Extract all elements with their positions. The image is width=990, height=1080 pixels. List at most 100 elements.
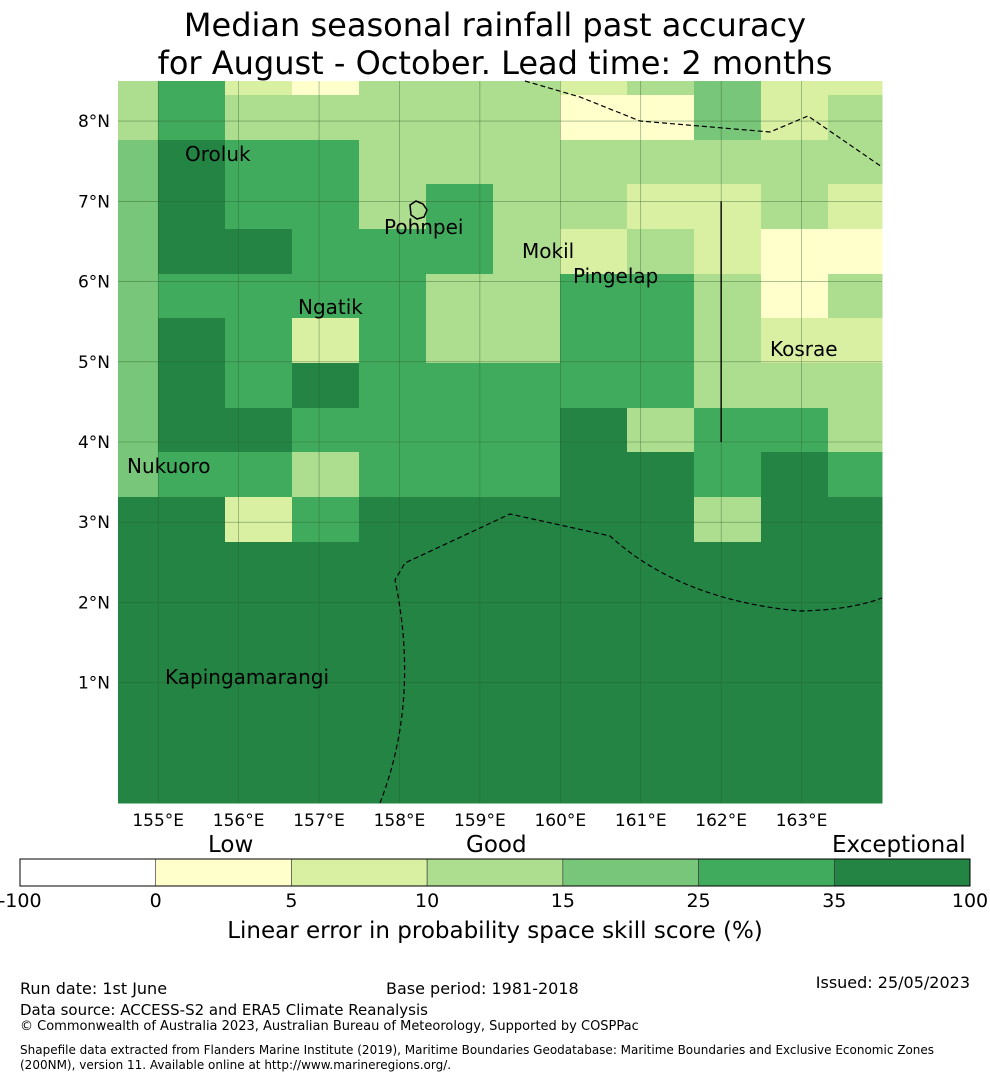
skill-cell — [694, 140, 762, 185]
copyright-notice: © Commonwealth of Australia 2023, Austra… — [20, 1019, 639, 1034]
skill-cell — [694, 95, 762, 141]
skill-cell — [225, 452, 293, 498]
skill-cell — [158, 140, 226, 185]
skill-cell — [493, 408, 561, 453]
skill-cell — [158, 408, 226, 453]
skill-cell — [225, 229, 293, 275]
skill-cell — [627, 587, 695, 633]
skill-cell — [292, 452, 360, 498]
skill-cell — [292, 81, 360, 96]
skill-cell — [694, 81, 762, 96]
skill-cell — [761, 184, 829, 230]
skill-cell — [761, 318, 829, 364]
skill-cell — [694, 452, 762, 498]
skill-cell — [158, 363, 226, 409]
skill-cell — [694, 318, 762, 364]
skill-cell — [225, 95, 293, 141]
skill-cell — [118, 363, 159, 409]
colorbar-tick-label: 35 — [822, 890, 847, 912]
shapefile-credit: Shapefile data extracted from Flanders M… — [20, 1043, 935, 1072]
skill-cell — [225, 676, 293, 722]
skill-cell — [158, 452, 226, 498]
lon-tick-label: 158°E — [374, 811, 426, 831]
skill-cell — [359, 363, 427, 409]
skill-cell — [627, 140, 695, 185]
skill-cell — [118, 676, 159, 722]
skill-cell — [292, 318, 360, 364]
skill-cell — [426, 676, 494, 722]
lat-tick-label: 7°N — [78, 192, 110, 212]
skill-cell — [426, 140, 494, 185]
skill-cell — [359, 184, 427, 230]
skill-cell — [359, 497, 427, 543]
data-source: Data source: ACCESS-S2 and ERA5 Climate … — [20, 1001, 428, 1019]
skill-cell — [225, 408, 293, 453]
skill-cell — [426, 81, 494, 96]
place-label-kapingamarangi: Kapingamarangi — [165, 665, 329, 689]
skill-cell — [694, 229, 762, 275]
place-label-pingelap: Pingelap — [573, 264, 658, 288]
skill-cell — [292, 95, 360, 141]
skill-cell — [627, 318, 695, 364]
colorbar-title: Linear error in probability space skill … — [227, 918, 763, 944]
colorbar-tick-label: 10 — [415, 890, 440, 912]
skill-cell — [158, 95, 226, 141]
skill-cell — [560, 497, 628, 543]
lat-tick-label: 1°N — [78, 674, 110, 694]
skill-cell — [426, 408, 494, 453]
skill-cell — [560, 363, 628, 409]
skill-cell — [118, 721, 159, 804]
colorbar-swatch — [426, 858, 564, 887]
skill-cell — [292, 497, 360, 543]
skill-cell — [292, 676, 360, 722]
skill-cell — [158, 81, 226, 96]
skill-cell — [694, 632, 762, 677]
skill-cell — [158, 274, 226, 319]
skill-cell — [493, 587, 561, 633]
skill-cell — [426, 95, 494, 141]
skill-cell — [560, 95, 628, 141]
lon-tick-label: 160°E — [534, 811, 586, 831]
lat-tick-label: 3°N — [78, 513, 110, 533]
skill-cell — [761, 81, 829, 96]
colorbar-swatch — [155, 858, 292, 887]
skill-cell — [828, 140, 883, 185]
skill-cell — [118, 95, 159, 141]
skill-cell — [118, 408, 159, 453]
skill-cell — [225, 274, 293, 319]
skill-cell — [694, 587, 762, 633]
chart-title-line2: for August - October. Lead time: 2 month… — [157, 44, 833, 82]
skill-cell — [694, 274, 762, 319]
skill-cell — [225, 497, 293, 543]
skill-cell — [493, 184, 561, 230]
skill-cell — [118, 274, 159, 319]
skill-cell — [426, 318, 494, 364]
skill-cell — [292, 542, 360, 588]
skill-cell — [694, 721, 762, 804]
skill-cell — [426, 363, 494, 409]
skill-cell — [292, 408, 360, 453]
skill-cell — [493, 721, 561, 804]
lat-tick-label: 8°N — [78, 112, 110, 132]
colorbar-tick-label: -100 — [0, 890, 42, 912]
colorbar-tick-label: 0 — [149, 890, 162, 912]
skill-cell — [828, 363, 883, 409]
colorbar-tick-label: 5 — [285, 890, 298, 912]
skill-cell — [225, 542, 293, 588]
colorbar-swatch — [291, 858, 428, 887]
skill-cell — [292, 140, 360, 185]
skill-cell — [292, 184, 360, 230]
legend-exceptional-label: Exceptional — [832, 832, 966, 858]
skill-cell — [359, 95, 427, 141]
skill-cell — [493, 676, 561, 722]
skill-cell — [359, 632, 427, 677]
skill-cell — [627, 184, 695, 230]
skill-cell — [560, 632, 628, 677]
skill-cell — [359, 408, 427, 453]
skill-cell — [761, 229, 829, 275]
skill-cell — [359, 140, 427, 185]
eez-boundary-north — [524, 80, 883, 168]
skill-cell — [225, 632, 293, 677]
skill-cell — [761, 676, 829, 722]
